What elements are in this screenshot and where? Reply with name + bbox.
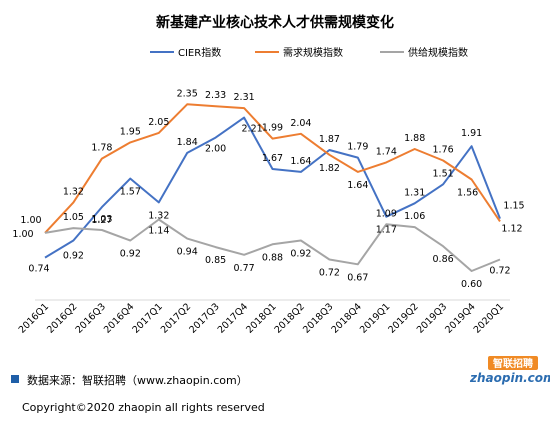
x-tick-label: 2018Q3	[301, 301, 335, 335]
data-label: 1.88	[404, 133, 425, 144]
x-tick-label: 2017Q1	[130, 301, 164, 335]
data-label: 1.03	[91, 214, 112, 225]
logo-cn: 智联招聘	[493, 357, 533, 370]
data-label: 0.77	[234, 263, 255, 274]
data-label: 1.95	[120, 126, 141, 137]
x-tick-label: 2018Q4	[329, 301, 363, 335]
data-label: 0.72	[319, 268, 340, 279]
x-tick-label: 2019Q4	[443, 301, 477, 335]
data-label: 0.67	[347, 272, 368, 283]
data-label: 1.27	[91, 215, 112, 226]
data-label: 1.57	[120, 187, 141, 198]
source-marker	[11, 375, 19, 383]
data-label: 1.14	[148, 226, 169, 237]
data-label: 0.92	[120, 249, 141, 260]
data-label: 0.92	[63, 251, 84, 262]
data-label: 0.86	[433, 254, 454, 265]
data-label: 1.64	[290, 156, 311, 167]
x-tick-label: 2018Q1	[244, 301, 278, 335]
zhaopin-logo: 智联招聘 zhaopin.com	[469, 356, 550, 385]
data-label: 1.67	[262, 153, 283, 164]
x-tick-label: 2019Q2	[386, 301, 420, 335]
x-tick-label: 2019Q1	[358, 301, 392, 335]
data-label: 1.09	[376, 208, 397, 219]
x-tick-label: 2017Q2	[159, 301, 193, 335]
series-lines	[44, 103, 501, 272]
x-tick-label: 2016Q3	[74, 301, 108, 335]
data-label: 1.91	[461, 128, 482, 139]
x-tick-label: 2017Q3	[187, 301, 221, 335]
data-label: 1.31	[404, 187, 425, 198]
data-label: 2.05	[148, 117, 169, 128]
data-label: 2.35	[177, 88, 198, 99]
chart-title: 新基建产业核心技术人才供需规模变化	[156, 14, 394, 31]
data-label: 0.60	[461, 279, 482, 290]
data-label: 1.74	[376, 146, 397, 157]
data-label: 2.21	[242, 124, 263, 135]
x-tick-label: 2019Q3	[415, 301, 449, 335]
data-label: 1.32	[148, 210, 169, 221]
series-line-0	[44, 116, 501, 259]
data-label: 1.56	[457, 188, 478, 199]
data-label: 1.64	[347, 180, 368, 191]
data-label: 1.78	[91, 143, 112, 154]
legend-label-0: CIER指数	[178, 46, 221, 59]
data-label: 1.17	[376, 225, 397, 236]
data-label: 0.92	[290, 249, 311, 260]
x-tick-label: 2017Q4	[216, 301, 250, 335]
x-tick-label: 2020Q1	[472, 301, 506, 335]
data-label: 1.00	[20, 215, 41, 226]
data-label: 1.05	[63, 212, 84, 223]
data-label: 0.74	[28, 264, 49, 275]
data-label: 1.00	[12, 229, 33, 240]
series-line-1	[44, 103, 501, 234]
data-label: 1.76	[433, 145, 454, 156]
data-source: 数据来源：智联招聘（www.zhaopin.com）	[27, 373, 248, 387]
legend-label-2: 供给规模指数	[408, 46, 468, 59]
logo-text: zhaopin.com	[469, 371, 550, 385]
series-line-2	[44, 218, 501, 272]
data-label: 0.88	[262, 252, 283, 263]
x-axis: 2016Q12016Q22016Q32016Q42017Q12017Q22017…	[17, 299, 510, 336]
data-label: 1.32	[63, 186, 84, 197]
data-label: 1.82	[319, 163, 340, 174]
legend: CIER指数 需求规模指数 供给规模指数	[150, 46, 468, 59]
data-label: 1.15	[503, 201, 524, 212]
x-tick-label: 2016Q2	[45, 301, 79, 335]
data-label: 0.94	[177, 247, 198, 258]
data-labels: 0.74 0.92 1.27 1.57 1.32 1.84 2.00 2.21 1.67 1.64…	[12, 88, 524, 290]
data-label: 2.33	[205, 90, 226, 101]
data-label: 2.04	[290, 118, 311, 129]
data-label: 1.12	[501, 223, 522, 234]
copyright: Copyright©2020 zhaopin all rights reserv…	[22, 401, 265, 414]
data-label: 1.87	[319, 134, 340, 145]
data-label: 1.99	[262, 123, 283, 134]
data-label: 1.06	[404, 211, 425, 222]
data-label: 2.31	[234, 92, 255, 103]
x-tick-label: 2016Q4	[102, 301, 136, 335]
data-label: 1.51	[433, 168, 454, 179]
x-tick-label: 2018Q2	[273, 301, 307, 335]
x-tick-label: 2016Q1	[17, 301, 51, 335]
data-label: 1.84	[177, 137, 198, 148]
data-label: 0.72	[489, 266, 510, 277]
data-label: 2.00	[205, 144, 226, 155]
data-label: 1.79	[347, 142, 368, 153]
legend-label-1: 需求规模指数	[283, 46, 343, 59]
data-label: 0.85	[205, 255, 226, 266]
